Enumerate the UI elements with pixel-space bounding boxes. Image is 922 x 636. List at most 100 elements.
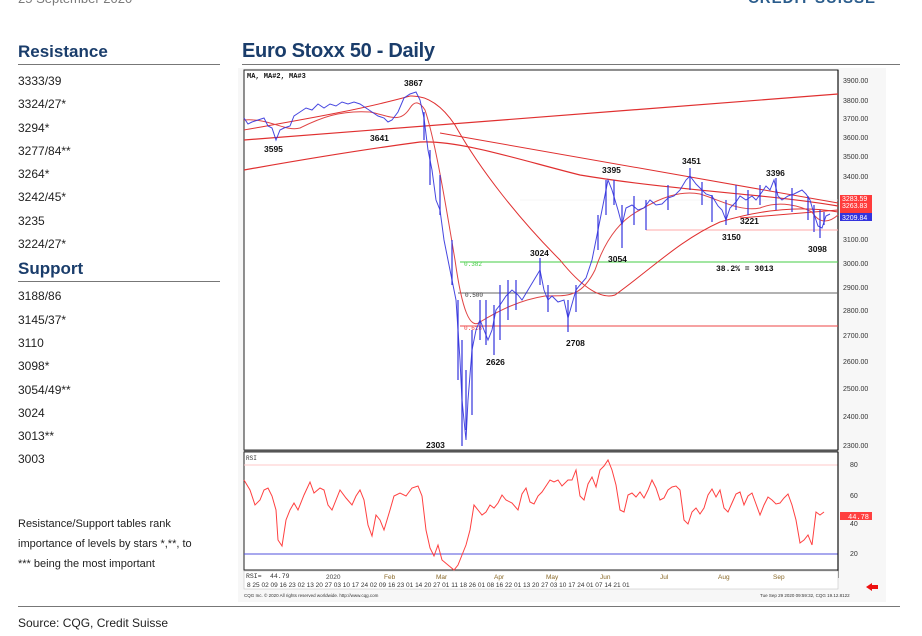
- price-y-axis: 3900.00 3800.00 3700.00 3600.00 3500.00 …: [837, 70, 868, 450]
- resistance-level: 3294*: [18, 120, 50, 135]
- svg-text:3800.00: 3800.00: [843, 98, 868, 105]
- rsi-label: RSI: [246, 455, 257, 462]
- support-level: 3145/37*: [18, 312, 67, 327]
- support-title: Support: [18, 259, 220, 283]
- source-note: Source: CQG, Credit Suisse: [18, 616, 169, 630]
- resistance-title: Resistance: [18, 42, 220, 65]
- resistance-level: 3277/84**: [18, 143, 71, 158]
- svg-text:0.618: 0.618: [464, 325, 482, 332]
- title-divider: [242, 64, 900, 65]
- svg-text:2626: 2626: [486, 357, 505, 367]
- svg-text:3641: 3641: [370, 133, 389, 143]
- ma3-line: [243, 141, 839, 207]
- price-tags: 3283.59 3263.83 3209.84: [840, 195, 872, 222]
- svg-text:2500.00: 2500.00: [843, 386, 868, 393]
- svg-text:Mar: Mar: [436, 574, 448, 581]
- svg-text:8 25 02 09 16 23 02 13 20 27: 8 25 02 09 16 23 02 13 20 27 03 10 17 24…: [247, 582, 630, 589]
- chart-title: Euro Stoxx 50 - Daily: [242, 40, 435, 62]
- svg-text:3100.00: 3100.00: [843, 237, 868, 244]
- svg-text:2700.00: 2700.00: [843, 333, 868, 340]
- support-level: 3188/86: [18, 289, 62, 304]
- svg-text:3500.00: 3500.00: [843, 154, 868, 161]
- svg-text:Apr: Apr: [494, 574, 505, 581]
- timestamp-text: Tue Sep 29 2020 09:59:32, CQG 19.12.8122: [760, 593, 850, 598]
- support-level: 3003: [18, 452, 45, 467]
- time-axis: [243, 570, 839, 590]
- svg-text:20: 20: [850, 551, 858, 558]
- ma-legend: MA, MA#2, MA#3: [247, 73, 306, 81]
- scroll-left-arrow-icon[interactable]: [866, 583, 878, 591]
- day-labels: 8 25 02 09 16 23 02 13 20 27 03 10 17 24…: [247, 582, 630, 589]
- svg-text:0.382: 0.382: [464, 261, 482, 268]
- svg-text:2020: 2020: [326, 574, 341, 581]
- upper-trendline: [439, 132, 839, 204]
- svg-text:Feb: Feb: [384, 574, 396, 581]
- svg-text:3054: 3054: [608, 254, 627, 264]
- svg-text:2600.00: 2600.00: [843, 359, 868, 366]
- price-chart: MA, MA#2, MA#3 3900.00 3800.00 3700.00 3…: [238, 68, 886, 602]
- svg-text:3396: 3396: [766, 168, 785, 178]
- ma2-line: [243, 95, 839, 297]
- price-plot-area: [243, 69, 839, 451]
- price-series: [243, 91, 831, 441]
- svg-text:2900.00: 2900.00: [843, 285, 868, 292]
- svg-text:44.79: 44.79: [270, 573, 290, 580]
- month-labels: 2020 Feb Mar Apr May Jun Jul Aug Sep: [326, 574, 785, 581]
- svg-text:2300.00: 2300.00: [843, 443, 868, 450]
- resistance-level: 3324/27*: [18, 97, 67, 112]
- svg-text:3283.59: 3283.59: [842, 196, 867, 203]
- ma1-line: [243, 102, 839, 325]
- svg-text:3700.00: 3700.00: [843, 116, 868, 123]
- svg-text:3098: 3098: [808, 244, 827, 254]
- resistance-level: 3242/45*: [18, 190, 67, 205]
- support-level: 3110: [18, 335, 44, 350]
- chart-canvas: MA, MA#2, MA#3 3900.00 3800.00 3700.00 3…: [243, 69, 878, 598]
- note-line: *** being the most important: [18, 558, 155, 570]
- svg-text:RSI=: RSI=: [246, 573, 262, 580]
- rsi-value-tag: [840, 512, 872, 520]
- svg-text:3600.00: 3600.00: [843, 135, 868, 142]
- svg-text:44.78: 44.78: [848, 514, 869, 522]
- footer-divider: [18, 606, 900, 607]
- svg-text:Aug: Aug: [718, 574, 730, 581]
- svg-text:3209.84: 3209.84: [842, 215, 867, 222]
- svg-text:2303: 2303: [426, 440, 445, 450]
- note-line: Resistance/Support tables rank: [18, 518, 171, 530]
- svg-text:May: May: [546, 574, 559, 581]
- svg-text:0.500: 0.500: [465, 292, 483, 299]
- svg-text:3263.83: 3263.83: [842, 203, 867, 210]
- svg-text:3595: 3595: [264, 144, 283, 154]
- brand-logo-text: CREDIT SUISSE: [748, 0, 876, 7]
- svg-text:3900.00: 3900.00: [843, 78, 868, 85]
- long-trendline: [243, 93, 839, 141]
- resistance-list: 3333/39 3324/27* 3294* 3277/84** 3264* 3…: [18, 70, 220, 256]
- svg-text:3451: 3451: [682, 156, 701, 166]
- price-annotations: 3867 3595 3641 2303 2626 3024 2708 3395 …: [264, 78, 827, 450]
- resistance-level: 3333/39: [18, 74, 62, 88]
- svg-text:40: 40: [850, 521, 858, 528]
- svg-text:2400.00: 2400.00: [843, 414, 868, 421]
- svg-text:Jun: Jun: [600, 574, 611, 581]
- svg-text:38.2% = 3013: 38.2% = 3013: [716, 265, 774, 274]
- svg-text:Sep: Sep: [773, 574, 785, 581]
- report-date: 25 September 2020: [18, 0, 132, 6]
- svg-text:3000.00: 3000.00: [843, 261, 868, 268]
- support-level: 3024: [18, 405, 45, 420]
- levels-panel: Resistance 3333/39 3324/27* 3294* 3277/8…: [18, 42, 220, 472]
- support-level: 3013**: [18, 429, 55, 444]
- svg-text:3867: 3867: [404, 78, 423, 88]
- svg-text:2708: 2708: [566, 338, 585, 348]
- resistance-level: 3224/27*: [18, 237, 67, 252]
- svg-text:3150: 3150: [722, 232, 741, 242]
- svg-text:3024: 3024: [530, 248, 549, 258]
- svg-text:3400.00: 3400.00: [843, 174, 868, 181]
- resistance-level: 3264*: [18, 167, 50, 182]
- price-bars: [423, 112, 825, 446]
- rsi-y-axis: 80 60 40 20: [837, 452, 858, 578]
- support-level: 3054/49**: [18, 382, 71, 397]
- support-list: 3188/86 3145/37* 3110 3098* 3054/49** 30…: [18, 285, 220, 471]
- rsi-series: [243, 458, 825, 571]
- svg-text:80: 80: [850, 462, 858, 469]
- svg-text:Jul: Jul: [660, 574, 669, 581]
- stars-legend-note: Resistance/Support tables rank importanc…: [18, 514, 228, 574]
